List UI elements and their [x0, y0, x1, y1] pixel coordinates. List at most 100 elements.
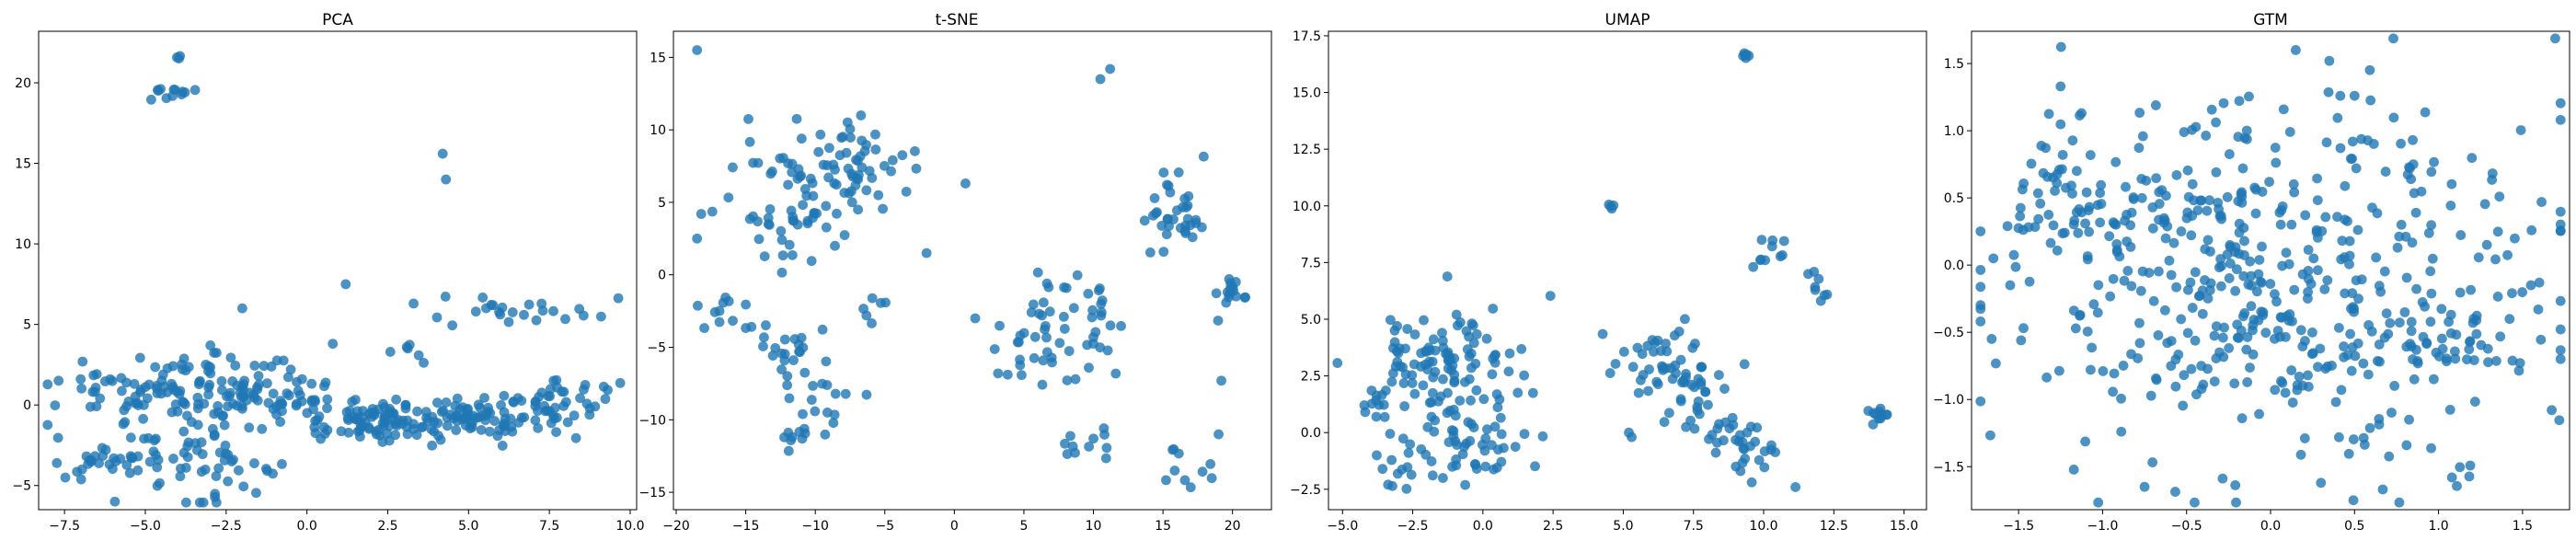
data-point — [162, 362, 173, 374]
data-point — [1428, 334, 1439, 345]
data-point — [190, 85, 201, 96]
data-point — [2340, 288, 2351, 299]
data-point — [1366, 398, 1377, 409]
data-point — [2108, 386, 2118, 397]
data-point — [476, 424, 487, 435]
data-point — [2230, 285, 2241, 296]
data-point — [784, 239, 795, 250]
data-point — [2050, 186, 2060, 196]
data-point — [1671, 368, 1681, 379]
data-point — [385, 347, 396, 357]
data-point — [1809, 267, 1820, 277]
data-point — [1173, 448, 1184, 459]
data-point — [1443, 363, 1454, 374]
x-tick-label: −2.5 — [211, 519, 242, 534]
data-point — [2087, 342, 2098, 353]
data-point — [1633, 387, 1644, 398]
data-point — [282, 372, 293, 383]
data-point — [1239, 293, 1250, 303]
data-point — [2277, 377, 2288, 388]
data-point — [127, 453, 138, 464]
data-point — [1652, 335, 1663, 346]
y-tick-label: 0 — [658, 269, 666, 283]
data-point — [1452, 440, 1462, 450]
data-point — [437, 148, 448, 159]
data-point — [2032, 188, 2043, 199]
data-point — [2431, 347, 2442, 358]
data-point — [419, 357, 429, 368]
data-point — [2202, 363, 2213, 374]
data-point — [233, 465, 244, 476]
data-point — [192, 403, 203, 414]
data-point — [805, 173, 816, 184]
data-point — [1519, 429, 1530, 440]
data-point — [1096, 298, 1107, 309]
data-point — [1041, 332, 1052, 343]
data-point — [1206, 473, 1217, 484]
data-point — [1179, 225, 1190, 236]
data-point — [2401, 440, 2412, 451]
data-point — [1479, 445, 1490, 456]
data-point — [2111, 238, 2122, 249]
data-point — [550, 402, 560, 413]
ticks-pca: −7.5 −5.0 −2.5 0.0 2.5 5.0 7.5 10.0 −5 0 5 10 15 20 — [12, 76, 644, 534]
data-point — [2339, 341, 2349, 351]
data-point — [2479, 199, 2490, 210]
data-point — [744, 136, 755, 147]
data-point — [94, 458, 104, 468]
data-point — [440, 292, 451, 302]
data-point — [560, 314, 570, 325]
data-point — [2426, 167, 2437, 178]
data-point — [1975, 282, 1986, 293]
data-point — [1040, 320, 1051, 331]
data-point — [2289, 187, 2300, 198]
data-point — [1087, 312, 1098, 323]
data-point — [1054, 338, 1065, 349]
data-point — [2234, 218, 2245, 229]
data-point — [2275, 219, 2286, 230]
data-point — [2317, 225, 2328, 236]
data-point — [2411, 344, 2421, 355]
data-point — [2303, 370, 2313, 381]
y-tick-label: 5.0 — [1301, 313, 1321, 328]
data-point — [788, 355, 799, 365]
data-point — [132, 400, 144, 410]
data-point — [1480, 433, 1491, 443]
data-point — [436, 407, 447, 417]
data-point — [1416, 362, 1426, 372]
data-point — [171, 386, 182, 397]
data-point — [1649, 346, 1659, 357]
data-point — [887, 155, 898, 166]
data-point — [2236, 326, 2247, 336]
data-point — [2224, 273, 2235, 283]
data-point — [2295, 449, 2306, 460]
data-point — [728, 316, 738, 327]
data-point — [190, 438, 201, 449]
data-point — [1487, 369, 1498, 380]
data-point — [810, 406, 821, 417]
data-point — [121, 460, 132, 470]
data-point — [2108, 217, 2119, 228]
data-point — [477, 293, 489, 303]
data-point — [2495, 331, 2506, 342]
data-point — [832, 208, 842, 219]
data-point — [2406, 326, 2417, 337]
data-point — [2374, 420, 2385, 430]
data-point — [2093, 280, 2104, 291]
data-point — [2450, 353, 2461, 364]
data-point — [2290, 45, 2301, 55]
data-point — [776, 364, 787, 374]
data-point — [1459, 376, 1470, 387]
data-point — [910, 145, 920, 156]
data-point — [1379, 411, 1390, 422]
data-point — [118, 419, 129, 430]
data-point — [792, 173, 803, 184]
data-point — [2002, 221, 2013, 232]
data-point — [1597, 328, 1608, 339]
data-point — [387, 408, 398, 419]
data-point — [2187, 124, 2197, 135]
data-point — [1449, 377, 1460, 388]
data-point — [2436, 333, 2447, 344]
data-point — [2190, 497, 2200, 508]
data-point — [408, 298, 419, 309]
